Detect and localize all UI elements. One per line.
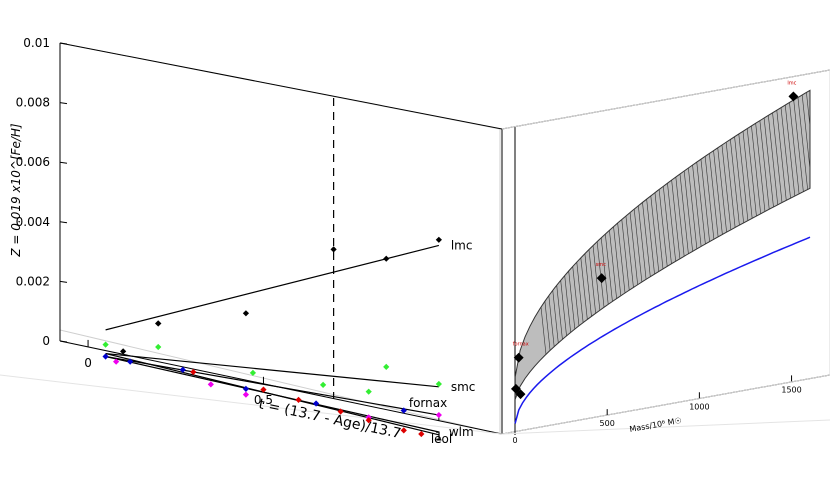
band-hatch <box>523 90 565 400</box>
data-point-smc <box>365 388 372 395</box>
data-point-lmc <box>155 320 162 327</box>
data-point-fornax <box>400 407 407 414</box>
band-hatch <box>726 90 767 400</box>
band-hatch <box>717 90 758 400</box>
y-tick-label: 0.004 <box>16 215 50 229</box>
mass-data-point <box>513 352 524 363</box>
series-label-leol: leol <box>431 432 452 446</box>
fit-line-smc <box>105 352 439 388</box>
band-hatch <box>708 90 749 400</box>
data-point-wlm <box>435 411 442 419</box>
fit-line-leol <box>105 352 439 436</box>
data-point-leol <box>365 417 372 424</box>
y-tick-label: 0.006 <box>16 155 50 169</box>
band-hatch <box>812 60 830 440</box>
data-point-lmc <box>330 246 337 253</box>
fit-line-lmc <box>105 244 440 331</box>
right-data-points: fornax smc lmc <box>510 80 799 400</box>
data-point-smc <box>383 363 390 371</box>
data-point-smc <box>435 380 442 388</box>
mass-data-point <box>788 91 799 102</box>
data-point-smc <box>319 381 327 388</box>
y-tick <box>59 102 68 105</box>
data-point-fornax <box>312 400 320 407</box>
data-point-leol <box>337 408 344 415</box>
left-panel-frame <box>59 42 501 435</box>
series-label-wlm: wlm <box>449 425 474 439</box>
band-hatch <box>807 90 810 400</box>
mass-data-point <box>510 383 521 394</box>
band-hatch <box>802 90 810 400</box>
band-hatch <box>793 90 810 400</box>
y-tick-label: 0.01 <box>23 36 50 50</box>
data-point-leol <box>418 430 425 438</box>
band-hatch <box>798 90 810 400</box>
band-hatch <box>694 90 736 400</box>
y-tick-label: 0.008 <box>16 96 50 110</box>
band-hatch <box>817 60 830 440</box>
left-y-axis-title: Z = 0.019 x10^[Fe/H] <box>9 123 23 258</box>
band-hatch <box>712 90 754 400</box>
left-fit-lines <box>105 244 440 436</box>
y-tick <box>59 340 68 343</box>
data-point-leol <box>260 386 267 393</box>
y-tick-label: 0.002 <box>16 274 50 288</box>
data-point-lmc <box>383 255 390 262</box>
data-point-smc <box>102 341 109 348</box>
data-point-leol <box>400 427 407 434</box>
mass-point-label: smc <box>596 262 606 268</box>
mass-tick-label: 0 <box>512 436 517 445</box>
x-tick-label: 0 <box>84 356 92 370</box>
x-tick-label: 1 <box>435 430 443 444</box>
data-point-wlm <box>207 381 214 388</box>
blue-model-curve <box>514 236 811 424</box>
x-tick-label: 0.5 <box>254 393 273 407</box>
y-tick <box>59 221 68 224</box>
band-hatch <box>821 60 830 440</box>
right-panel-outline <box>501 69 830 435</box>
series-label-lmc: lmc <box>451 238 473 252</box>
mass-tick-label: 1000 <box>689 402 709 411</box>
right-x-axis-title: Mass/10⁶ M☉ <box>629 416 683 434</box>
series-label-smc: smc <box>451 380 476 394</box>
band-hatch <box>690 90 731 400</box>
y-tick-label: 0 <box>42 334 50 348</box>
band-area <box>514 89 811 400</box>
mass-point-label: fornax <box>513 342 529 348</box>
right-axis-ticks: 0 500 1000 1500 <box>512 375 802 445</box>
band-hatch <box>528 90 569 400</box>
floor-line-left <box>0 374 503 435</box>
data-point-lmc <box>435 236 442 243</box>
data-point-smc <box>155 343 162 351</box>
mass-data-point <box>515 389 526 400</box>
mass-tick-label: 500 <box>600 419 615 428</box>
band-hatch <box>721 90 763 400</box>
data-point-leol <box>295 396 302 403</box>
data-point-lmc <box>242 310 250 317</box>
series-label-fornax: fornax <box>409 396 447 410</box>
mass-data-point <box>596 273 607 284</box>
band-hatch <box>703 90 745 400</box>
y-tick <box>59 161 68 164</box>
mass-point-label: lmc <box>787 80 796 86</box>
fit-line-fornax <box>105 355 439 416</box>
band-hatch <box>699 90 740 400</box>
y-tick <box>59 42 68 45</box>
left-axis-ticks: 0 0.002 0.004 0.006 0.008 0.01 0 0.5 1 <box>16 36 443 444</box>
band-hatch <box>826 60 830 440</box>
y-tick <box>59 280 68 283</box>
floor-line-right <box>501 419 830 435</box>
data-point-wlm <box>242 391 250 398</box>
mass-tick-label: 1500 <box>781 385 801 394</box>
left-top-edge <box>59 42 503 130</box>
band-hatch <box>541 90 583 400</box>
